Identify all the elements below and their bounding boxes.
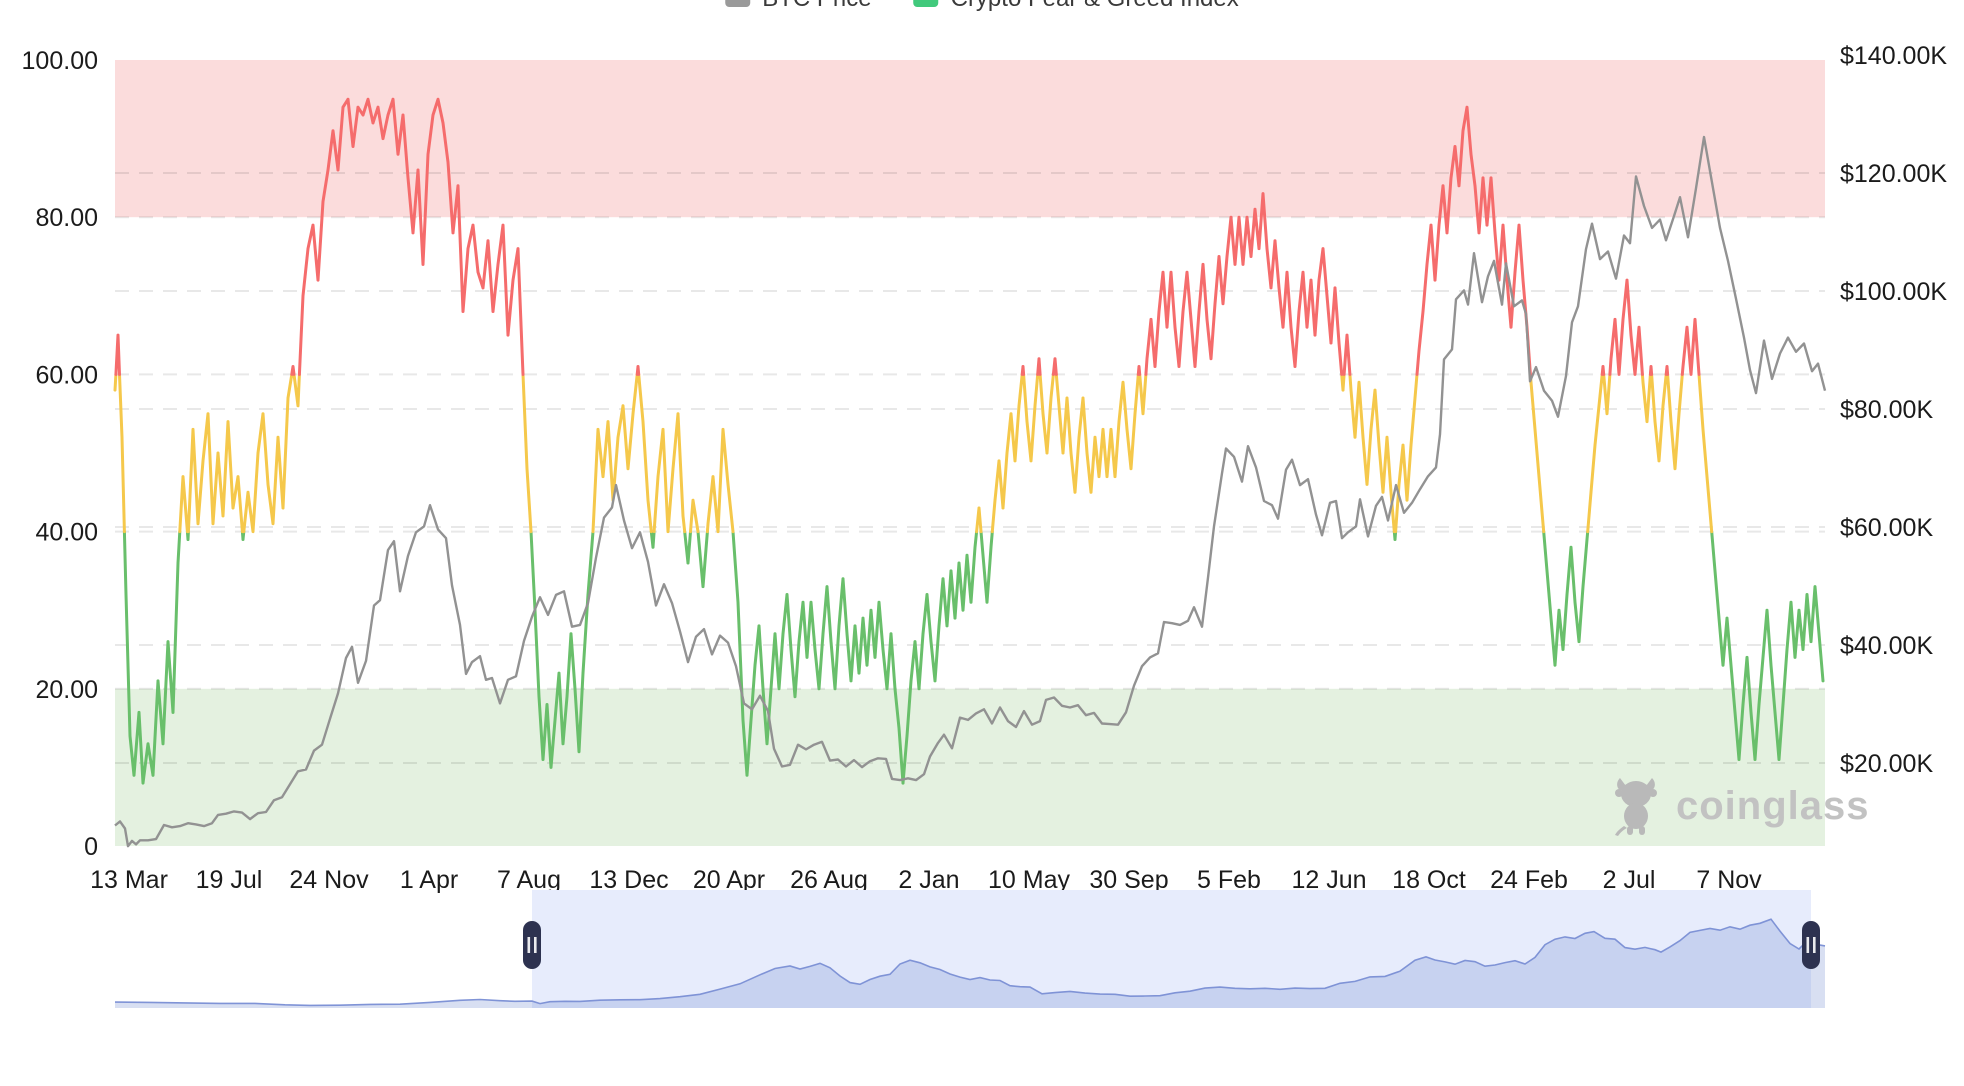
navigator[interactable] (114, 890, 1826, 1008)
right-axis-tick-label: $140.00K (1840, 42, 1947, 70)
x-axis-tick-label: 1 Apr (400, 866, 458, 894)
left-axis-tick-label: 60.00 (35, 361, 98, 389)
left-axis-tick-label: 20.00 (35, 676, 98, 704)
right-axis-tick-label: $40.00K (1840, 632, 1933, 660)
btc-price-line (114, 135, 1827, 848)
x-axis-tick-label: 19 Jul (196, 866, 263, 894)
btc-price-swatch-icon (725, 0, 751, 7)
extreme-greed-band (115, 60, 1825, 218)
fear-greed-line-neutral (113, 372, 1714, 534)
right-axis-tick-label: $80.00K (1840, 396, 1933, 424)
x-axis-tick-label: 13 Mar (90, 866, 168, 894)
extreme-fear-band (115, 688, 1825, 846)
gridlines (115, 172, 1825, 764)
legend: BTC Price Crypto Fear & Greed Index (725, 0, 1239, 13)
x-axis-tick-label: 5 Feb (1197, 866, 1261, 894)
x-axis-tick-label: 24 Nov (289, 866, 369, 894)
navigator-selected-range[interactable] (532, 890, 1811, 1008)
navigator-left-handle[interactable] (523, 921, 541, 969)
navigator-right-handle[interactable] (1802, 921, 1820, 969)
left-axis-tick-label: 80.00 (35, 204, 98, 232)
x-axis-tick-label: 20 Apr (693, 866, 765, 894)
x-axis-tick-label: 7 Nov (1696, 866, 1762, 894)
right-axis-tick-label: $20.00K (1840, 750, 1933, 778)
navigator-line (114, 918, 1826, 1007)
left-axis-tick-label: 0 (84, 833, 98, 861)
legend-item-fear-greed[interactable]: Crypto Fear & Greed Index (913, 0, 1239, 13)
right-axis-tick-label: $100.00K (1840, 278, 1947, 306)
right-axis-tick-label: $60.00K (1840, 514, 1933, 542)
left-axis-tick-label: 40.00 (35, 519, 98, 547)
fear-greed-line-fear (122, 530, 1825, 785)
x-axis-tick-label: 2 Jan (898, 866, 959, 894)
x-axis-tick-label: 7 Aug (497, 866, 561, 894)
x-axis-tick-label: 12 Jun (1291, 866, 1366, 894)
x-axis-tick-label: 18 Oct (1392, 866, 1466, 894)
legend-label-btc-price: BTC Price (762, 0, 871, 13)
fear-greed-line-greed (114, 97, 1701, 376)
x-axis-tick-label: 24 Feb (1490, 866, 1568, 894)
x-axis-tick-label: 13 Dec (589, 866, 668, 894)
navigator-area (115, 919, 1825, 1008)
legend-label-fear-greed: Crypto Fear & Greed Index (951, 0, 1239, 13)
legend-item-btc-price[interactable]: BTC Price (725, 0, 872, 13)
x-axis-tick-label: 30 Sep (1089, 866, 1168, 894)
left-axis-tick-label: 100.00 (22, 47, 98, 75)
fear-greed-swatch-icon (913, 0, 939, 7)
x-axis-tick-label: 2 Jul (1603, 866, 1656, 894)
x-axis-tick-label: 10 May (988, 866, 1070, 894)
x-axis-tick-label: 26 Aug (790, 866, 868, 894)
right-axis-tick-label: $120.00K (1840, 160, 1947, 188)
